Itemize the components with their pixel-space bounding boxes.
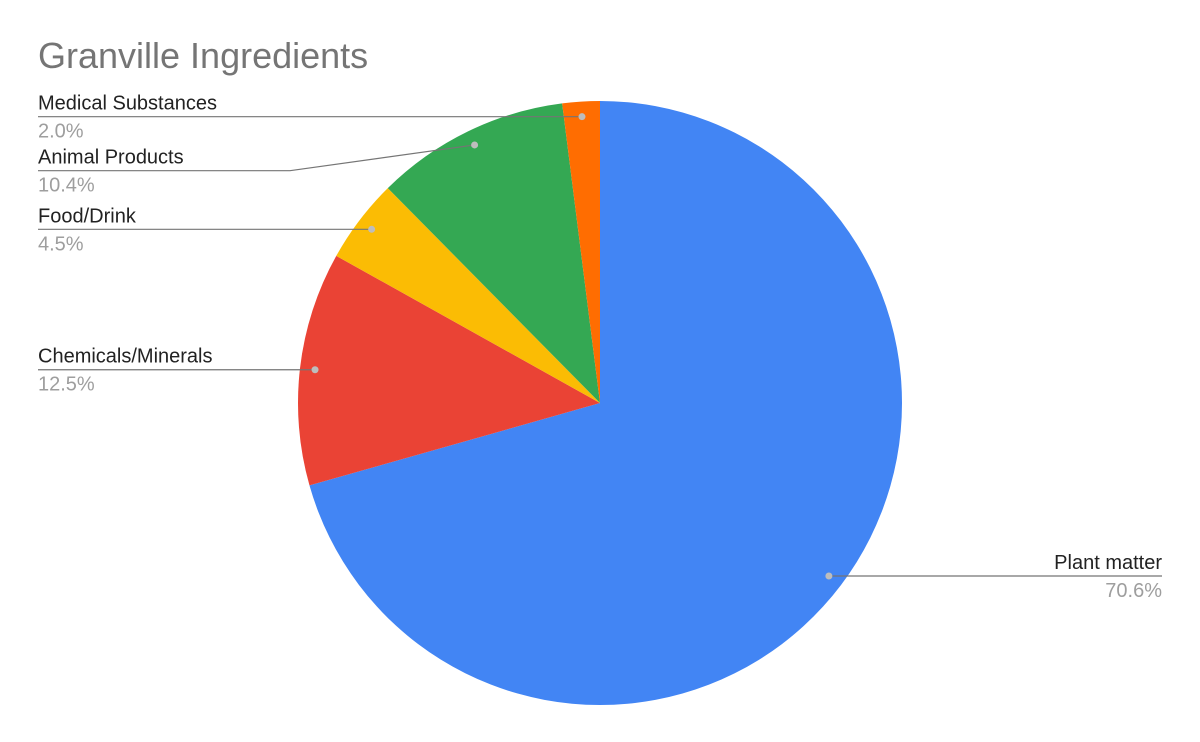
leader-line [38, 144, 475, 172]
slice-value-label: 10.4% [38, 175, 95, 197]
slice-label: Medical Substances [38, 93, 217, 115]
leader-dot [311, 366, 319, 374]
slice-value-label: 12.5% [38, 374, 95, 396]
pie-slice [309, 101, 902, 705]
slice-label: Food/Drink [38, 205, 137, 227]
leader-dot [825, 572, 833, 580]
slice-value-label: 70.6% [1105, 580, 1162, 602]
pie-slice [562, 101, 600, 403]
slice-label: Chemicals/Minerals [38, 346, 213, 368]
slice-label: Plant matter [1054, 552, 1162, 574]
leader-dot [578, 113, 586, 121]
slice-label: Animal Products [38, 147, 184, 169]
chart-title: Granville Ingredients [38, 35, 368, 76]
leader-dot [471, 141, 479, 149]
leader-dot [368, 225, 376, 233]
pie-slice [387, 103, 600, 404]
slice-value-label: 4.5% [38, 233, 84, 255]
pie-slice [298, 255, 600, 486]
pie-slice [336, 188, 600, 403]
slice-value-label: 2.0% [38, 121, 84, 143]
